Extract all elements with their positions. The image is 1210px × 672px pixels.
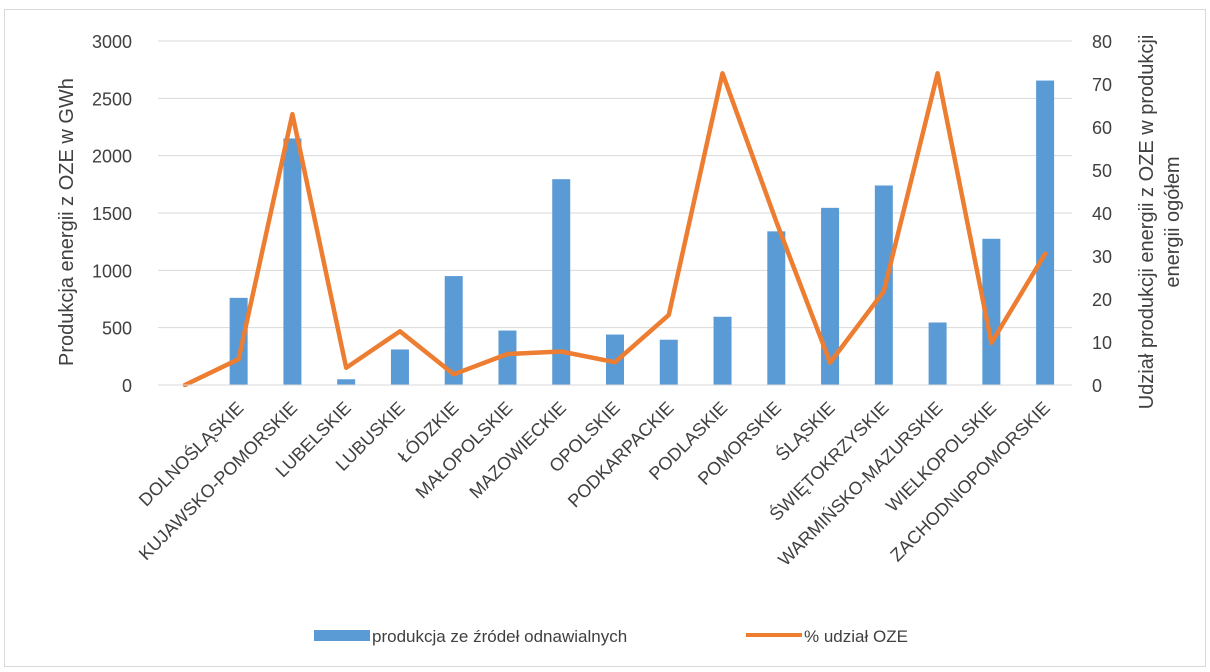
bar: [498, 330, 517, 385]
y2-tick-label: 70: [1092, 75, 1112, 95]
y2-axis-title: Udział produkcji energii z OZE w produkc…: [1136, 35, 1184, 410]
legend-label-line: % udział OZE: [804, 627, 908, 646]
y-tick-label: 2000: [92, 147, 132, 167]
y2-tick-label: 0: [1092, 376, 1102, 396]
legend-label-bar: produkcja ze źródeł odnawialnych: [372, 627, 627, 646]
bar: [928, 322, 947, 385]
chart-svg: 0 500 1000 1500 2000 2500 3000 0 10 20 30 40 50 60 70…: [56, 32, 1184, 646]
bar: [444, 276, 463, 385]
y-tick-label: 1500: [92, 204, 132, 224]
y2-tick-labels: 0 10 20 30 40 50 60 70 80: [1092, 32, 1112, 396]
bar: [337, 379, 356, 385]
y2-tick-label: 30: [1092, 247, 1112, 267]
legend: produkcja ze źródeł odnawialnych % udzia…: [314, 627, 908, 646]
bar: [552, 179, 571, 385]
bar: [767, 231, 786, 385]
y2-tick-label: 50: [1092, 161, 1112, 181]
bar: [821, 207, 840, 385]
bar-series: [229, 80, 1055, 385]
y2-tick-label: 10: [1092, 333, 1112, 353]
bar: [229, 297, 248, 385]
y2-tick-label: 60: [1092, 118, 1112, 138]
line-series: [182, 71, 1048, 388]
bar: [982, 238, 1001, 385]
y2-axis-title-line1: Udział produkcji energii z OZE w produkc…: [1136, 35, 1158, 410]
bar: [713, 316, 732, 385]
bar: [659, 339, 678, 385]
y-tick-label: 0: [122, 376, 132, 396]
y-tick-label: 2500: [92, 89, 132, 109]
bar: [1036, 80, 1055, 385]
y-axis-title: Produkcja energii z OZE w GWh: [56, 78, 78, 366]
x-tick-label: MAŁOPOLSKIE: [412, 398, 517, 503]
gridlines: [158, 40, 1072, 329]
y-tick-label: 500: [102, 319, 132, 339]
chart-frame: 0 500 1000 1500 2000 2500 3000 0 10 20 30 40 50 60 70…: [4, 9, 1206, 667]
y-tick-label: 3000: [92, 32, 132, 52]
y-tick-label: 1000: [92, 261, 132, 281]
y2-tick-label: 40: [1092, 204, 1112, 224]
y-tick-labels: 0 500 1000 1500 2000 2500 3000: [92, 32, 132, 396]
y2-tick-label: 20: [1092, 290, 1112, 310]
bar: [283, 138, 302, 385]
x-tick-label: MAZOWIECKIE: [465, 398, 570, 503]
y2-axis-title-line2: energii ogółem: [1162, 156, 1184, 287]
bar: [390, 349, 409, 385]
x-tick-labels: DOLNOŚLĄSKIEKUJAWSKO-POMORSKIELUBELSKIEL…: [134, 397, 1054, 570]
legend-swatch-bar: [314, 630, 370, 641]
y2-tick-label: 80: [1092, 32, 1112, 52]
